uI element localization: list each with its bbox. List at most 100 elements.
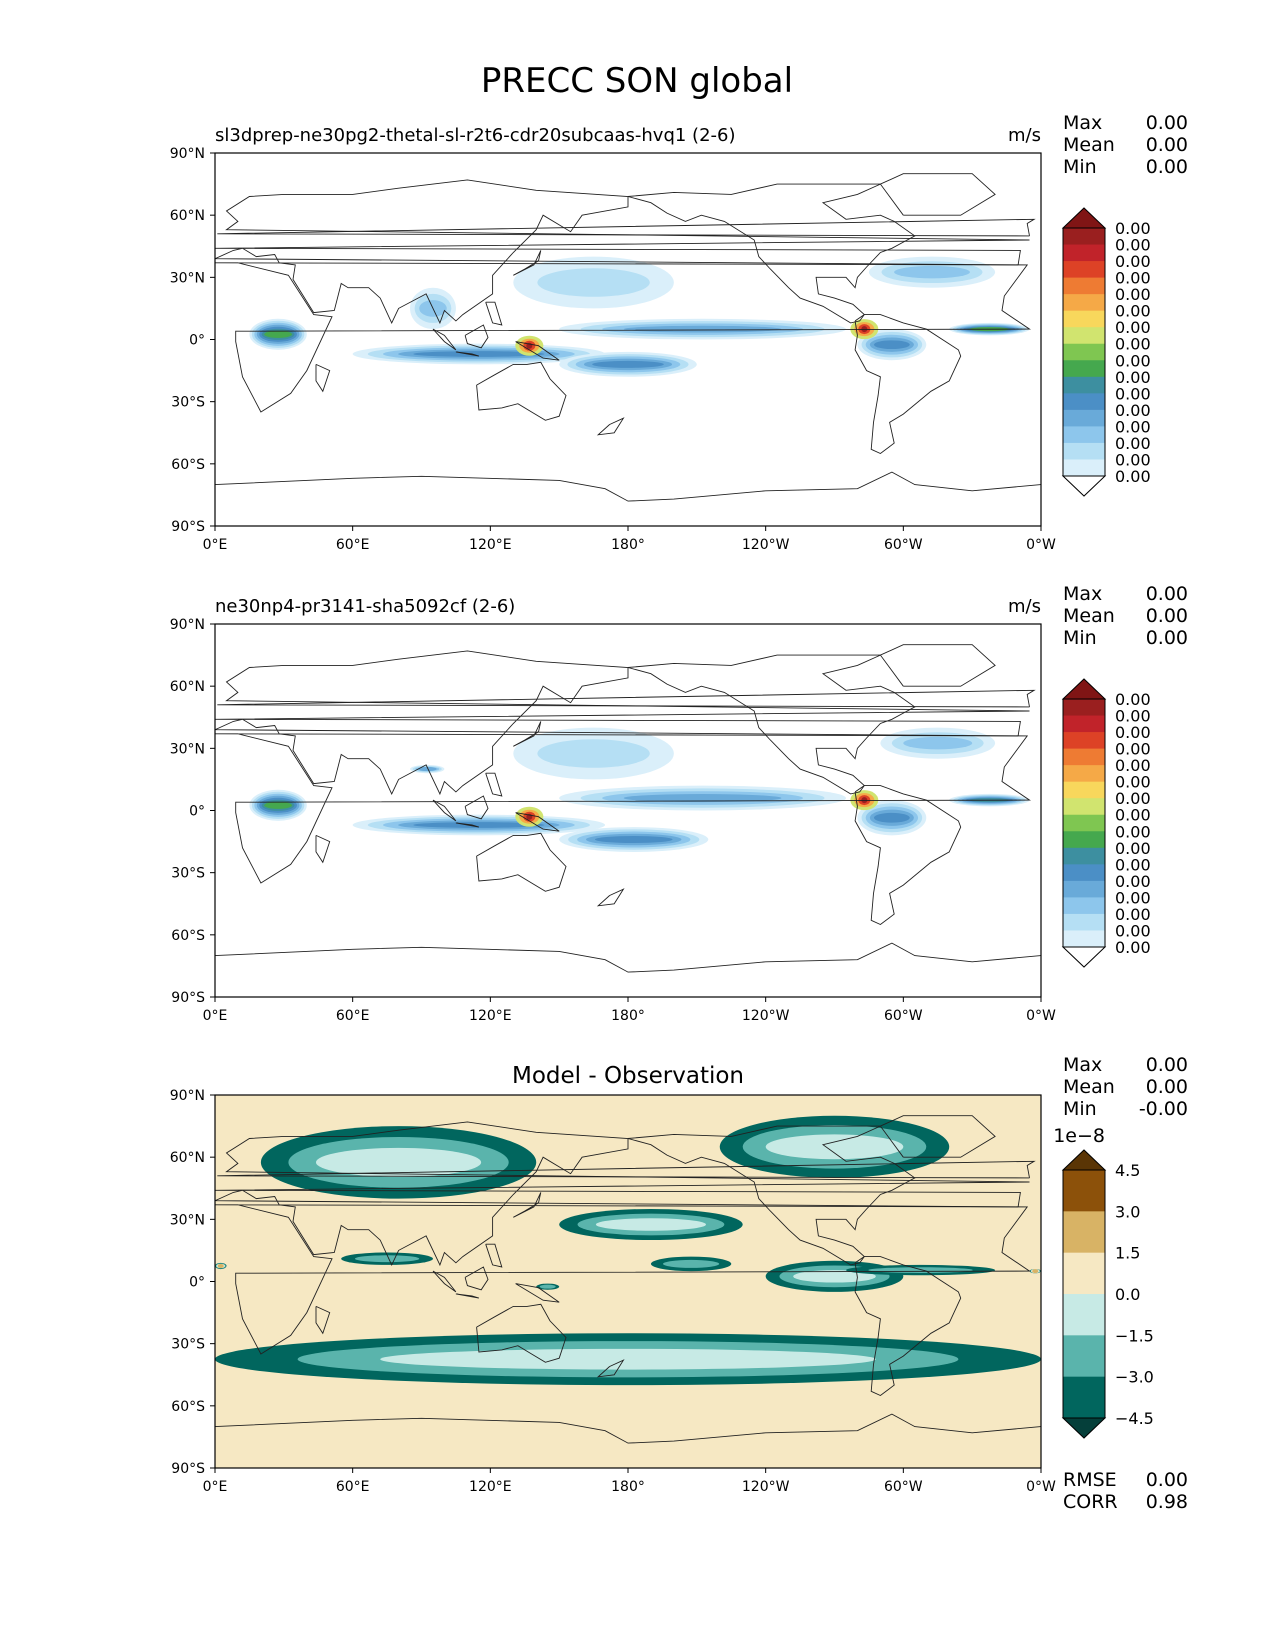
x-tick-label: 0°W — [1026, 1479, 1056, 1495]
colorbar-swatch — [1063, 831, 1105, 849]
coastline — [464, 795, 489, 820]
field-contour — [873, 340, 910, 350]
coastline — [215, 1204, 1031, 1355]
field-contour — [217, 1263, 224, 1268]
coastline — [513, 1192, 542, 1218]
colorbar-frame — [1062, 227, 1106, 477]
colorbar-tick-label: 0.00 — [1115, 789, 1151, 808]
y-tick-label: 60°N — [170, 1150, 205, 1166]
precip-field — [215, 153, 1041, 526]
field-contour — [873, 812, 910, 823]
stat-label: CORR — [1063, 1491, 1118, 1513]
colorbar-tick-label: 0.00 — [1115, 756, 1151, 775]
colorbar-extend-max — [1061, 207, 1107, 229]
stat-value: 0.00 — [1146, 1469, 1188, 1491]
field-contour — [354, 1255, 420, 1263]
stat-value: 0.98 — [1146, 1491, 1188, 1513]
x-tick-label: 180° — [611, 1479, 645, 1495]
x-tick-label: 60°E — [336, 537, 370, 553]
coastline — [513, 721, 542, 747]
field-contour — [537, 739, 650, 768]
colorbar-tick-label: 0.00 — [1115, 285, 1151, 304]
field-contour — [894, 265, 970, 279]
coastline — [455, 1293, 480, 1299]
y-tick-label: 0° — [189, 333, 205, 349]
field-contour — [592, 360, 664, 368]
stat-label: Min — [1063, 156, 1097, 178]
coastline — [432, 328, 457, 351]
colorbar-tick-label: 0.00 — [1115, 401, 1151, 420]
coastlines — [215, 644, 1041, 973]
colorbar-swatch — [1063, 798, 1105, 816]
coastline — [879, 644, 996, 687]
y-tick-label: 60°N — [170, 208, 205, 224]
colorbar-extend-min — [1061, 946, 1107, 968]
colorbar-tick-label: 0.00 — [1115, 690, 1151, 709]
stat-label: Mean — [1063, 134, 1115, 156]
field-contour — [264, 330, 293, 338]
stat-value: 0.00 — [1146, 134, 1188, 156]
y-tick-label: 60°S — [171, 457, 205, 473]
map-panel-3: 0°E 60°E 120°E 180° 120°W 60°W 0°W 90°N 60°N 30°N… — [170, 1054, 1188, 1513]
colorbar-frame — [1062, 1169, 1106, 1419]
colorbar-tick-label: 1.5 — [1115, 1244, 1140, 1263]
colorbar-tick-label: −4.5 — [1115, 1409, 1154, 1428]
colorbar-tick-label: 0.00 — [1115, 351, 1151, 370]
coastline — [485, 1243, 503, 1268]
x-tick-label: 120°E — [469, 1479, 512, 1495]
colorbar-swatch — [1063, 294, 1105, 312]
colorbar-swatch — [1063, 748, 1105, 766]
y-tick-label: 30°N — [170, 1212, 205, 1228]
colorbar-swatch — [1063, 261, 1105, 279]
stat-value: 0.00 — [1146, 583, 1188, 605]
colorbar-swatch — [1063, 864, 1105, 882]
coastline — [455, 351, 480, 357]
coastline — [315, 834, 331, 864]
stat-label: Max — [1063, 112, 1102, 134]
colorbar-swatch — [1063, 228, 1105, 246]
coastline — [215, 262, 1031, 413]
stat-value: 0.00 — [1146, 1076, 1188, 1098]
field-contour — [380, 1348, 876, 1370]
y-tick-label: 30°S — [171, 866, 205, 882]
x-tick-label: 0°W — [1026, 1008, 1056, 1024]
stat-value: 0.00 — [1146, 605, 1188, 627]
field-contour — [539, 1284, 556, 1289]
stat-label: Max — [1063, 583, 1102, 605]
colorbar-swatch — [1063, 426, 1105, 444]
colorbar-swatch — [1063, 1335, 1105, 1378]
precip-field — [215, 624, 1041, 997]
coastline — [627, 1125, 916, 1266]
colorbar-swatch — [1063, 814, 1105, 832]
colorbar-tick-label: 0.00 — [1115, 219, 1151, 238]
coastline — [476, 832, 567, 892]
colorbar-swatch — [1063, 277, 1105, 295]
coastline — [432, 1270, 457, 1293]
colorbar-tick-label: 0.00 — [1115, 806, 1151, 825]
colorbar-swatch — [1063, 327, 1105, 345]
x-tick-label: 120°E — [469, 537, 512, 553]
coastline — [627, 183, 916, 324]
field-contour — [662, 1259, 720, 1268]
colorbar-swatch — [1063, 409, 1105, 427]
panel-units: m/s — [1008, 125, 1041, 146]
coastline-antarctica — [215, 471, 1041, 502]
y-tick-label: 90°N — [170, 146, 205, 162]
map-panel-1: 0°E 60°E 120°E 180° 120°W 60°W 0°W 90°N 60°N 30°N… — [170, 112, 1188, 553]
x-tick-label: 60°W — [884, 537, 923, 553]
colorbar-swatch — [1063, 897, 1105, 915]
colorbar-tick-label: 0.00 — [1115, 773, 1151, 792]
y-tick-label: 90°S — [171, 1461, 205, 1477]
colorbar-tick-label: 0.00 — [1115, 467, 1151, 486]
coastline — [854, 785, 962, 926]
colorbar-swatch — [1063, 715, 1105, 733]
colorbar-extend-min — [1061, 475, 1107, 497]
coastlines — [215, 173, 1041, 502]
colorbar-tick-label: 0.00 — [1115, 872, 1151, 891]
coastline — [217, 1160, 1036, 1179]
coastline-antarctica — [215, 942, 1041, 973]
colorbar-swatch — [1063, 442, 1105, 460]
coastline — [476, 1303, 567, 1363]
colorbar-tick-label: 0.00 — [1115, 318, 1151, 337]
